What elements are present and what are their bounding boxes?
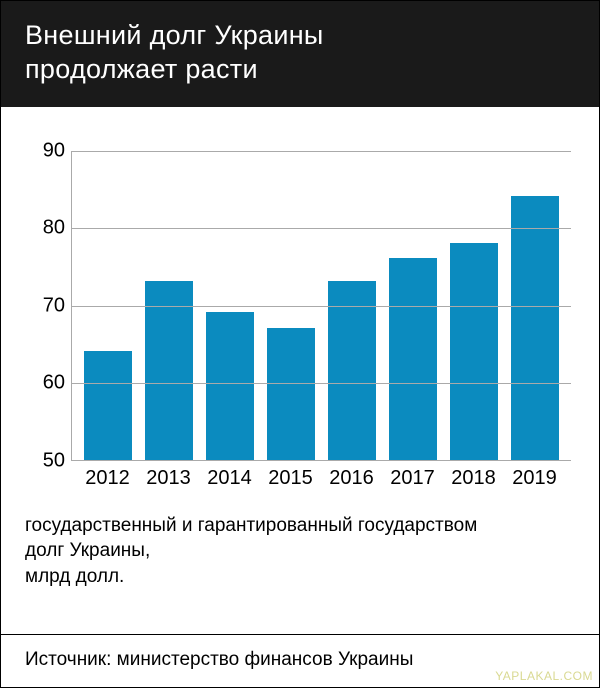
chart-title: Внешний долг Украины продолжает расти [25, 19, 575, 87]
x-tick-label: 2013 [145, 467, 193, 490]
watermark: YAPLAKAL.COM [495, 669, 593, 683]
bar [267, 328, 315, 460]
bar-chart: 5060708090 20122013201420152016201720182… [25, 141, 577, 501]
y-tick-label: 60 [25, 372, 65, 395]
caption-line-3: млрд долл. [25, 564, 575, 590]
plot-area [71, 151, 571, 461]
chart-container: 5060708090 20122013201420152016201720182… [1, 107, 599, 509]
x-axis-labels: 2012 2013 2014 2015 2016 2017 2018 2019 [71, 467, 571, 490]
x-tick-label: 2015 [267, 467, 315, 490]
gridline [72, 151, 571, 152]
x-tick-label: 2019 [511, 467, 559, 490]
y-tick-label: 80 [25, 217, 65, 240]
gridline [72, 228, 571, 229]
bar [145, 281, 193, 459]
caption-line-1: государственный и гарантированный госуда… [25, 513, 575, 539]
bar [511, 196, 559, 460]
bar [328, 281, 376, 459]
title-line-1: Внешний долг Украины [25, 20, 324, 50]
gridline [72, 306, 571, 307]
bar [450, 243, 498, 460]
x-tick-label: 2012 [84, 467, 132, 490]
chart-caption: государственный и гарантированный госуда… [1, 509, 599, 590]
y-tick-label: 90 [25, 139, 65, 162]
x-tick-label: 2014 [206, 467, 254, 490]
source-label: Источник: министерство финансов Украины [25, 649, 413, 670]
y-tick-label: 50 [25, 449, 65, 472]
x-tick-label: 2018 [450, 467, 498, 490]
caption-line-2: долг Украины, [25, 538, 575, 564]
gridline [72, 383, 571, 384]
x-tick-label: 2016 [328, 467, 376, 490]
chart-header: Внешний долг Украины продолжает расти [1, 1, 599, 107]
title-line-2: продолжает расти [25, 54, 258, 84]
y-tick-label: 70 [25, 294, 65, 317]
bar [206, 312, 254, 459]
x-tick-label: 2017 [389, 467, 437, 490]
bar [389, 258, 437, 460]
bar [84, 351, 132, 460]
